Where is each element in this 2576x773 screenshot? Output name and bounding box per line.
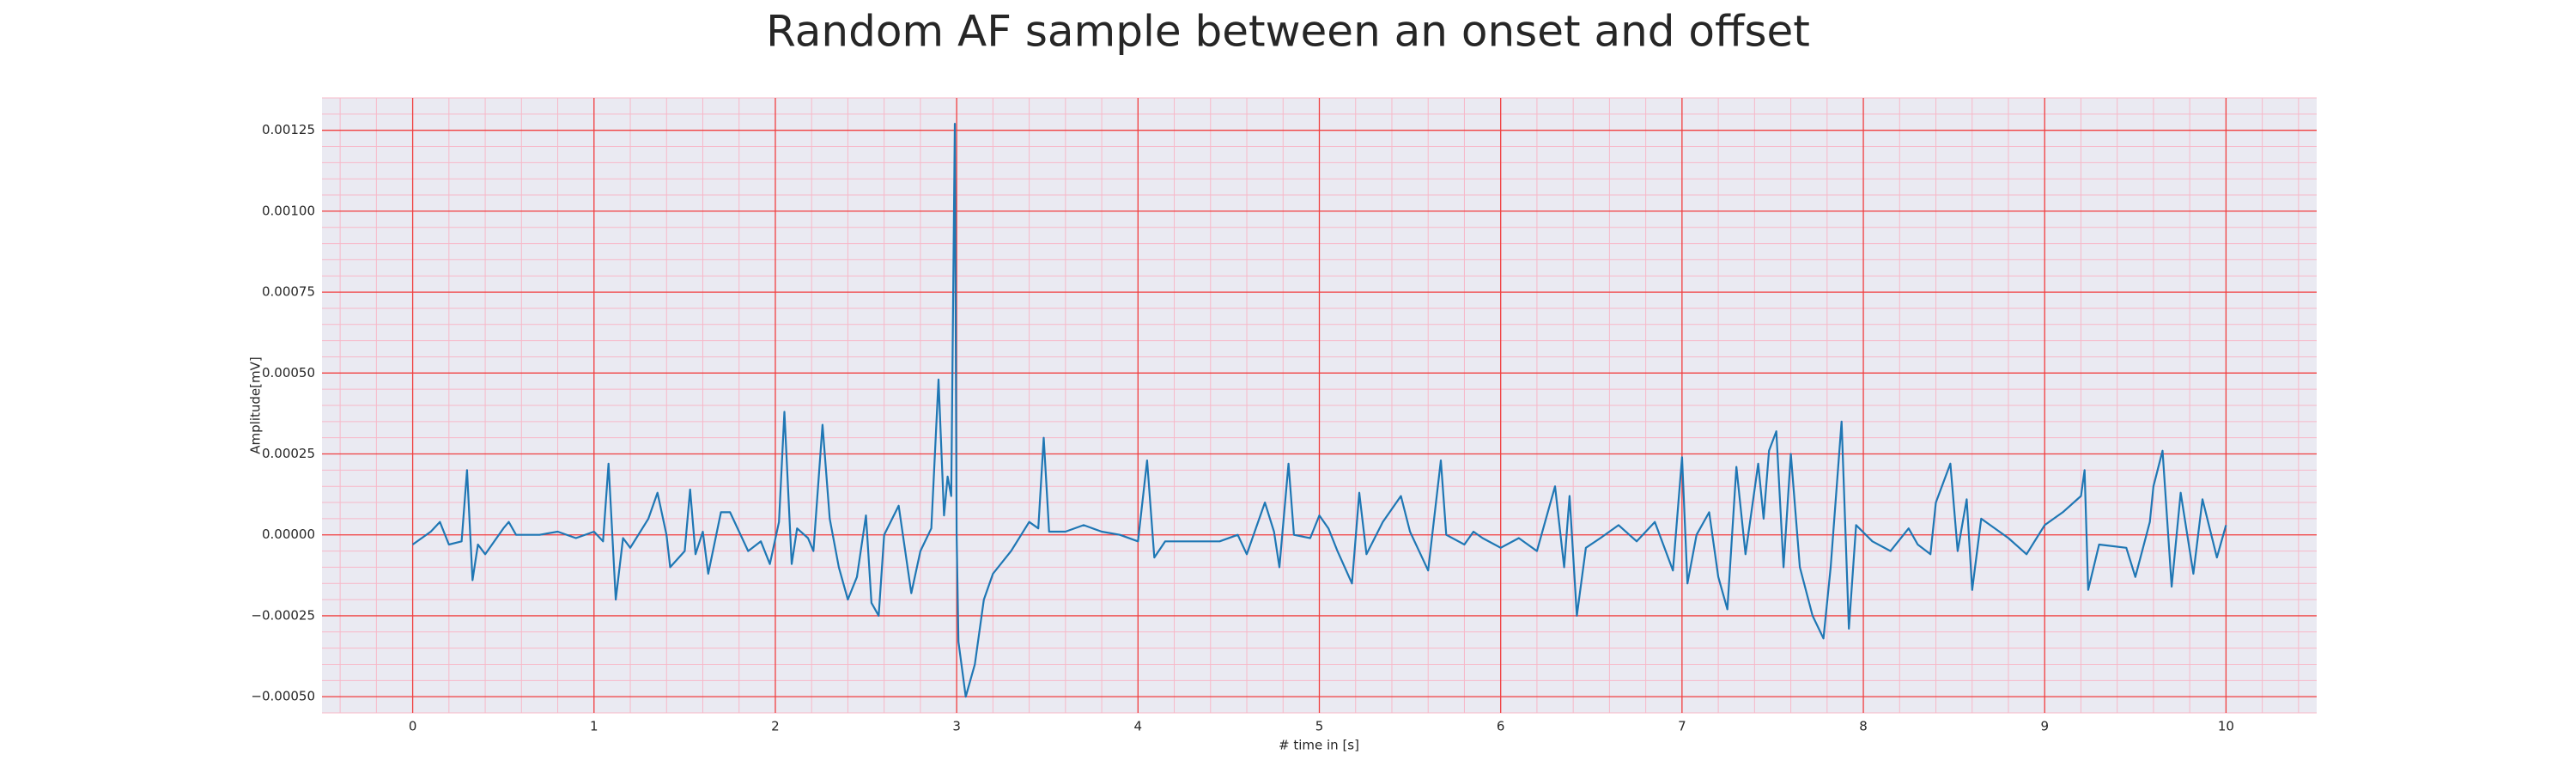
x-tick-label: 7 (1678, 719, 1686, 734)
y-tick-label: 0.00125 (262, 122, 315, 137)
y-tick-label: 0.00025 (262, 446, 315, 461)
x-axis-label: # time in [s] (1279, 738, 1359, 753)
x-tick-label: 5 (1315, 719, 1324, 734)
x-tick-label: 1 (590, 719, 598, 734)
x-tick-label: 6 (1497, 719, 1505, 734)
y-tick-label: −0.00025 (251, 607, 315, 623)
x-tick-label: 10 (2218, 719, 2234, 734)
y-tick-label: 0.00075 (262, 284, 315, 300)
x-tick-label: 4 (1134, 719, 1143, 734)
signal-line (411, 123, 2227, 698)
y-tick-label: 0.00000 (262, 526, 315, 542)
y-axis-label: Amplitude[mV] (248, 356, 264, 453)
x-tick-label: 8 (1859, 719, 1868, 734)
chart-title: Random AF sample between an onset and of… (766, 7, 1810, 57)
y-tick-label: −0.00050 (251, 689, 315, 704)
y-tick-label: 0.00100 (262, 203, 315, 218)
x-tick-label: 2 (771, 719, 780, 734)
x-tick-label: 3 (952, 719, 961, 734)
x-tick-label: 9 (2040, 719, 2049, 734)
y-tick-label: 0.00050 (262, 365, 315, 380)
x-tick-label: 0 (409, 719, 417, 734)
